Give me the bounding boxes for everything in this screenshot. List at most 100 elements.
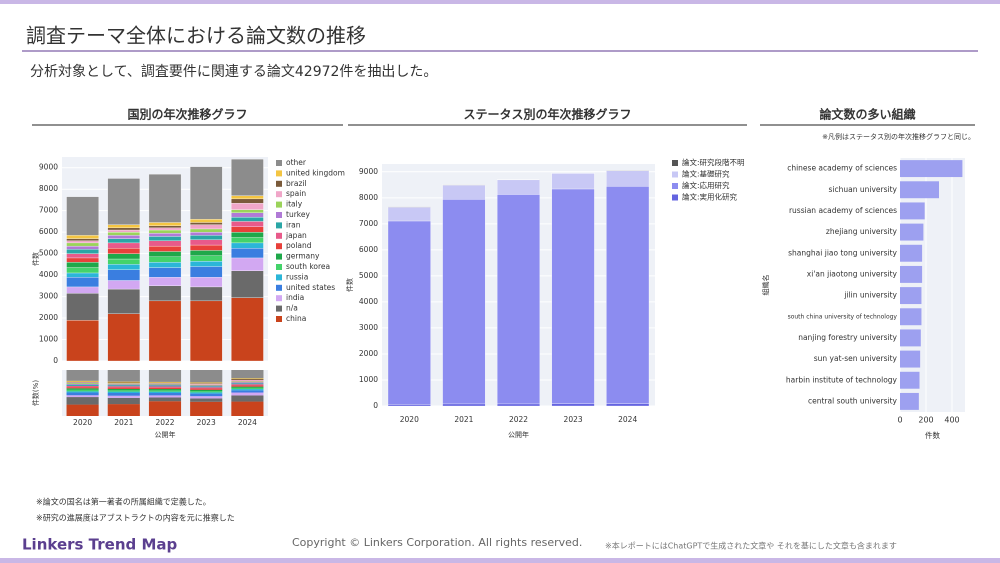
legend-label: india xyxy=(286,293,304,302)
share-segment xyxy=(148,382,182,384)
bar-segment xyxy=(66,242,99,247)
bar-segment xyxy=(231,198,264,204)
bar xyxy=(900,371,920,389)
legend-swatch xyxy=(276,232,282,239)
share-segment xyxy=(66,383,99,385)
bar xyxy=(900,287,922,305)
y-axis-label: 件数 xyxy=(345,278,354,292)
plot-area xyxy=(900,158,965,412)
bar-segment xyxy=(231,257,264,271)
legend-label: 論文:基礎研究 xyxy=(682,169,730,179)
bar-segment xyxy=(66,272,99,278)
share-segment xyxy=(107,404,140,416)
legend-swatch xyxy=(276,212,282,218)
share-segment xyxy=(148,390,182,392)
share-segment xyxy=(148,383,182,384)
y-tick-label: 2000 xyxy=(359,349,378,358)
bar-segment xyxy=(606,403,650,407)
y-tick-label: 6000 xyxy=(39,227,58,236)
legend-swatch xyxy=(276,180,282,187)
bar-segment xyxy=(189,222,223,225)
y-tick-label: 9000 xyxy=(39,163,58,172)
share-segment xyxy=(190,384,223,386)
slide-title: 調査テーマ全体における論文数の推移 xyxy=(26,24,366,48)
bar-segment xyxy=(189,166,223,220)
bar-segment xyxy=(606,170,650,187)
section-title: ステータス別の年次推移グラフ xyxy=(463,107,631,122)
share-segment xyxy=(190,396,223,399)
share-segment xyxy=(231,401,264,416)
share-segment xyxy=(231,386,264,388)
legend-label: china xyxy=(286,314,306,323)
bar-segment xyxy=(107,269,141,281)
bar-segment xyxy=(66,238,99,241)
share-segment xyxy=(231,378,264,380)
bar-segment xyxy=(442,199,486,405)
share-segment xyxy=(66,387,99,389)
share-segment xyxy=(148,384,182,386)
bar-segment xyxy=(442,403,486,407)
share-segment xyxy=(148,397,182,402)
bar-segment xyxy=(497,403,540,407)
top-band xyxy=(0,0,1000,4)
share-segment xyxy=(148,385,182,387)
share-segment xyxy=(231,390,264,393)
y-tick-label: jilin university xyxy=(843,291,897,300)
y-tick-label: xi'an jiaotong university xyxy=(807,269,898,278)
legend-label: united states xyxy=(286,283,335,292)
legend-swatch xyxy=(276,222,282,229)
bar xyxy=(900,329,921,347)
y-tick-label: nanjing forestry university xyxy=(798,333,897,342)
share-segment xyxy=(107,390,140,392)
share-segment xyxy=(66,385,99,388)
share-segment xyxy=(148,393,182,396)
share-segment xyxy=(231,380,264,382)
y-tick-label: 1000 xyxy=(39,335,58,344)
bar-segment xyxy=(189,219,223,223)
share-segment xyxy=(231,383,264,385)
share-segment xyxy=(66,381,99,383)
legend-swatch xyxy=(276,316,282,322)
share-segment xyxy=(107,388,140,391)
bar-segment xyxy=(231,158,264,196)
bottom-band xyxy=(0,558,1000,563)
bar-segment xyxy=(189,266,223,278)
x-tick-label: 0 xyxy=(897,416,902,425)
x-tick-label: 2024 xyxy=(618,415,637,424)
bar-segment xyxy=(387,404,431,407)
bar-segment xyxy=(66,240,99,244)
bar-segment xyxy=(189,277,223,288)
bar-segment xyxy=(231,232,264,238)
bar-segment xyxy=(107,235,141,239)
y-tick-label: 0 xyxy=(53,356,58,365)
bar-segment xyxy=(148,229,182,234)
bar-segment xyxy=(231,226,264,233)
share-segment xyxy=(107,384,140,386)
bar-segment xyxy=(231,270,264,298)
legend-label: russia xyxy=(286,272,308,281)
bar-segment xyxy=(189,260,223,267)
bar-segment xyxy=(231,297,264,362)
legend-label: spain xyxy=(286,189,306,198)
bar-segment xyxy=(66,196,99,236)
share-segment xyxy=(66,388,99,390)
bar xyxy=(900,265,923,283)
legend-swatch xyxy=(276,264,282,270)
bar-segment xyxy=(148,285,182,302)
y-tick-label: 8000 xyxy=(359,193,378,202)
y-tick-label: central south university xyxy=(808,396,898,405)
bar-segment xyxy=(107,253,141,260)
x-tick-label: 2022 xyxy=(509,415,528,424)
y-axis-label: 件数 xyxy=(31,252,40,266)
bar-segment xyxy=(107,264,141,270)
subtitle: 分析対象として、調査要件に関連する論文42972件を抽出した。 xyxy=(30,64,437,80)
legend-label: n/a xyxy=(286,304,298,313)
y-axis-label: 組織名 xyxy=(761,275,770,296)
note: ※論文の国名は第一著者の所属組織で定義した。 xyxy=(36,497,211,507)
share-segment xyxy=(190,393,223,397)
bar-segment xyxy=(148,262,182,268)
share-segment xyxy=(107,391,140,393)
bar-segment xyxy=(107,178,141,225)
legend-label: 論文:研究段階不明 xyxy=(682,157,745,167)
